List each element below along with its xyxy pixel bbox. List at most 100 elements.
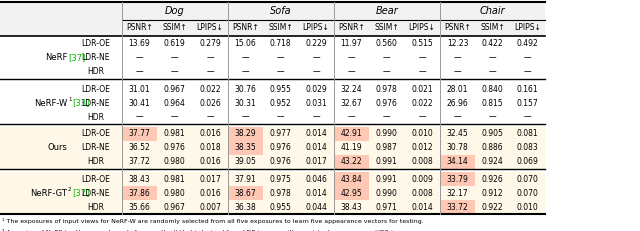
Text: 0.926: 0.926: [482, 174, 504, 183]
Text: 0.619: 0.619: [164, 40, 186, 49]
Text: 28.01: 28.01: [447, 85, 468, 94]
Text: 0.018: 0.018: [199, 143, 221, 152]
Text: 0.976: 0.976: [376, 98, 397, 107]
Text: LDR-OE: LDR-OE: [81, 40, 111, 49]
Bar: [440, 200, 475, 214]
Text: LDR-NE: LDR-NE: [82, 188, 110, 198]
Text: Ours: Ours: [47, 143, 67, 152]
Text: 0.975: 0.975: [269, 174, 291, 183]
Text: 0.990: 0.990: [376, 130, 397, 139]
Text: HDR: HDR: [88, 67, 104, 76]
Text: 38.29: 38.29: [235, 130, 256, 139]
Text: Sofa: Sofa: [270, 6, 292, 16]
Text: LDR-OE: LDR-OE: [81, 174, 111, 183]
Bar: [228, 127, 263, 141]
Text: SSIM↑: SSIM↑: [480, 24, 505, 33]
Text: —: —: [383, 67, 390, 76]
Text: 37.86: 37.86: [129, 188, 150, 198]
Text: LDR-OE: LDR-OE: [81, 85, 111, 94]
Text: 0.070: 0.070: [516, 188, 538, 198]
Text: 12.23: 12.23: [447, 40, 468, 49]
Text: 0.912: 0.912: [482, 188, 503, 198]
Bar: [228, 141, 263, 155]
Text: PSNR↑: PSNR↑: [126, 24, 153, 33]
Bar: [440, 172, 475, 186]
Text: 0.978: 0.978: [269, 188, 291, 198]
Text: LPIPS↓: LPIPS↓: [408, 24, 435, 33]
Text: 0.229: 0.229: [305, 40, 327, 49]
Text: —: —: [242, 54, 250, 63]
Text: 0.016: 0.016: [199, 158, 221, 167]
Text: [37]: [37]: [72, 188, 90, 198]
Text: —: —: [312, 67, 320, 76]
Text: Dog: Dog: [165, 6, 185, 16]
Text: 0.044: 0.044: [305, 203, 327, 212]
Text: 39.05: 39.05: [235, 158, 257, 167]
Text: 0.991: 0.991: [376, 158, 397, 167]
Bar: [334, 155, 369, 169]
Text: —: —: [524, 112, 531, 122]
Text: LPIPS↓: LPIPS↓: [514, 24, 541, 33]
Bar: [0, 20, 545, 36]
Text: 0.009: 0.009: [411, 174, 433, 183]
Text: 0.492: 0.492: [516, 40, 538, 49]
Bar: [334, 186, 369, 200]
Text: 41.19: 41.19: [340, 143, 362, 152]
Bar: [334, 127, 369, 141]
Text: NeRF-GT: NeRF-GT: [30, 188, 67, 198]
Text: HDR: HDR: [88, 112, 104, 122]
Text: —: —: [524, 67, 531, 76]
Text: 0.014: 0.014: [411, 203, 433, 212]
Text: NeRF: NeRF: [45, 54, 67, 63]
Text: —: —: [418, 67, 426, 76]
Text: 0.967: 0.967: [164, 203, 186, 212]
Text: 0.008: 0.008: [411, 188, 433, 198]
Bar: [440, 155, 475, 169]
Text: —: —: [524, 54, 531, 63]
Bar: [122, 186, 157, 200]
Text: —: —: [312, 54, 320, 63]
Text: 0.952: 0.952: [269, 98, 291, 107]
Text: 0.014: 0.014: [305, 188, 327, 198]
Text: —: —: [383, 112, 390, 122]
Text: Chair: Chair: [480, 6, 506, 16]
Text: 0.016: 0.016: [199, 188, 221, 198]
Text: 0.886: 0.886: [482, 143, 503, 152]
Text: PSNR↑: PSNR↑: [232, 24, 259, 33]
Text: 35.66: 35.66: [129, 203, 150, 212]
Text: 0.010: 0.010: [516, 203, 538, 212]
Text: 0.815: 0.815: [482, 98, 503, 107]
Text: 0.981: 0.981: [164, 130, 186, 139]
Text: —: —: [276, 54, 284, 63]
Text: —: —: [276, 67, 284, 76]
Text: 0.955: 0.955: [269, 85, 291, 94]
Text: 0.026: 0.026: [199, 98, 221, 107]
Text: —: —: [171, 67, 179, 76]
Bar: [0, 37, 545, 79]
Text: 36.52: 36.52: [129, 143, 150, 152]
Bar: [0, 82, 545, 124]
Text: 30.76: 30.76: [235, 85, 257, 94]
Text: 0.991: 0.991: [376, 174, 397, 183]
Text: 0.070: 0.070: [516, 174, 538, 183]
Text: 37.72: 37.72: [129, 158, 150, 167]
Text: 0.977: 0.977: [269, 130, 291, 139]
Text: —: —: [206, 67, 214, 76]
Text: 2: 2: [68, 187, 72, 192]
Text: 0.014: 0.014: [305, 130, 327, 139]
Text: 38.43: 38.43: [129, 174, 150, 183]
Text: 38.67: 38.67: [235, 188, 257, 198]
Text: —: —: [489, 112, 496, 122]
Text: 30.78: 30.78: [447, 143, 468, 152]
Text: 0.971: 0.971: [376, 203, 397, 212]
Text: 0.014: 0.014: [305, 143, 327, 152]
Text: —: —: [454, 112, 461, 122]
Text: 0.976: 0.976: [269, 143, 291, 152]
Bar: [0, 2, 545, 20]
Text: NeRF-W: NeRF-W: [34, 98, 67, 107]
Text: 0.157: 0.157: [516, 98, 538, 107]
Text: 0.976: 0.976: [269, 158, 291, 167]
Text: —: —: [454, 54, 461, 63]
Text: —: —: [171, 112, 179, 122]
Bar: [228, 186, 263, 200]
